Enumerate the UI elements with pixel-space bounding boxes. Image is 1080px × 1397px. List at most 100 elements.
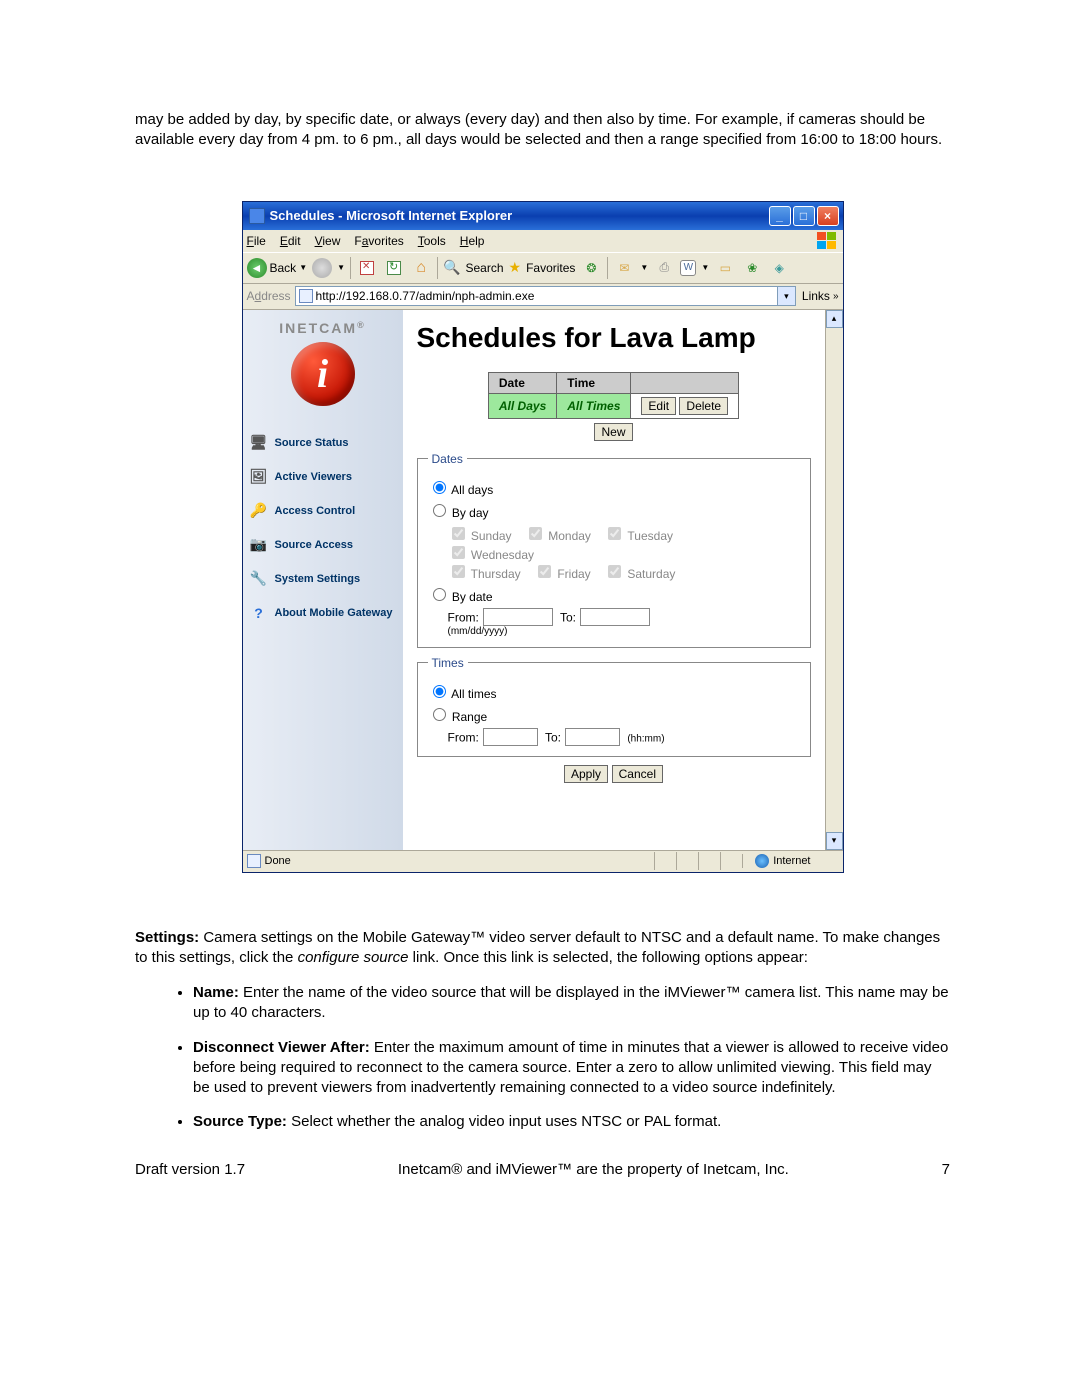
address-dropdown[interactable]: ▾ xyxy=(778,286,796,306)
messenger-button[interactable]: ❀ xyxy=(741,257,763,279)
date-to-input[interactable] xyxy=(580,608,650,626)
check-sunday[interactable]: Sunday xyxy=(448,529,512,543)
monitor-icon: 🖥 xyxy=(249,434,269,452)
scroll-up[interactable]: ▴ xyxy=(826,310,843,328)
page-footer: Draft version 1.7 Inetcam® and iMViewer™… xyxy=(135,1161,950,1178)
print-button[interactable]: ⎙ xyxy=(653,257,675,279)
footer-page-number: 7 xyxy=(942,1161,950,1178)
date-from-input[interactable] xyxy=(483,608,553,626)
radio-by-day[interactable]: By day xyxy=(428,506,489,520)
scroll-down[interactable]: ▾ xyxy=(826,832,843,850)
dates-legend: Dates xyxy=(428,452,467,466)
ie-window: Schedules - Microsoft Internet Explorer … xyxy=(242,201,844,873)
windows-logo-icon xyxy=(817,232,839,250)
favorites-button[interactable]: Favorites xyxy=(526,261,575,275)
maximize-button[interactable]: □ xyxy=(793,206,815,226)
sidebar-item-system-settings[interactable]: 🔧System Settings xyxy=(249,570,397,588)
check-saturday[interactable]: Saturday xyxy=(604,567,675,581)
ie-icon xyxy=(249,208,265,224)
sidebar-item-about[interactable]: ?About Mobile Gateway xyxy=(249,604,397,622)
research-button[interactable]: ◈ xyxy=(768,257,790,279)
menu-favorites[interactable]: Favorites xyxy=(354,234,403,248)
cell-time: All Times xyxy=(557,393,631,418)
time-from-input[interactable] xyxy=(483,728,538,746)
menu-view[interactable]: View xyxy=(315,234,341,248)
col-date: Date xyxy=(488,372,556,393)
radio-range[interactable]: Range xyxy=(428,710,488,724)
status-page-icon xyxy=(247,854,261,868)
viewers-icon: 🖼 xyxy=(249,468,269,486)
forward-dropdown[interactable]: ▼ xyxy=(337,263,345,272)
help-icon: ? xyxy=(249,604,269,622)
wrench-icon: 🔧 xyxy=(249,570,269,588)
zone-indicator: Internet xyxy=(742,854,822,868)
search-icon: 🔍 xyxy=(443,259,460,276)
menubar: File Edit View Favorites Tools Help xyxy=(243,230,843,252)
address-label: Address xyxy=(247,289,291,303)
check-monday[interactable]: Monday xyxy=(525,529,591,543)
camera-icon: 📷 xyxy=(249,536,269,554)
times-fieldset: Times All times Range From: To: (hh:mm) xyxy=(417,656,811,757)
apply-button[interactable]: Apply xyxy=(564,765,608,783)
check-wednesday[interactable]: Wednesday xyxy=(448,548,535,562)
address-input[interactable]: http://192.168.0.77/admin/nph-admin.exe xyxy=(295,286,778,306)
footer-version: Draft version 1.7 xyxy=(135,1161,245,1178)
menu-file[interactable]: File xyxy=(247,234,266,248)
logo: INETCAM® i xyxy=(249,320,397,406)
bullet-disconnect: Disconnect Viewer After: Enter the maxim… xyxy=(193,1038,950,1099)
check-thursday[interactable]: Thursday xyxy=(448,567,521,581)
check-tuesday[interactable]: Tuesday xyxy=(604,529,673,543)
main-content: Schedules for Lava Lamp Date Time All Da… xyxy=(403,310,825,850)
cell-date: All Days xyxy=(488,393,556,418)
search-button[interactable]: Search xyxy=(465,261,503,275)
discuss-button[interactable]: ▭ xyxy=(714,257,736,279)
radio-by-date[interactable]: By date xyxy=(428,590,493,604)
sidebar-item-source-status[interactable]: 🖥Source Status xyxy=(249,434,397,452)
toolbar: ◄Back▼ ▼ ⌂ 🔍 Search ★ Favorites ❂ ✉▼ ⎙ W… xyxy=(243,252,843,284)
delete-button[interactable]: Delete xyxy=(679,397,728,415)
sidebar-item-source-access[interactable]: 📷Source Access xyxy=(249,536,397,554)
date-format-hint: (mm/dd/yyyy) xyxy=(448,626,800,637)
edit-button[interactable]: W xyxy=(680,260,696,276)
close-button[interactable]: × xyxy=(817,206,839,226)
new-button[interactable]: New xyxy=(594,423,632,441)
home-button[interactable]: ⌂ xyxy=(410,257,432,279)
dates-fieldset: Dates All days By day Sunday Monday Tues… xyxy=(417,452,811,648)
sidebar-item-access-control[interactable]: 🔑Access Control xyxy=(249,502,397,520)
radio-all-days[interactable]: All days xyxy=(428,483,494,497)
cancel-button[interactable]: Cancel xyxy=(612,765,663,783)
check-friday[interactable]: Friday xyxy=(534,567,591,581)
menu-tools[interactable]: Tools xyxy=(418,234,446,248)
mail-button[interactable]: ✉ xyxy=(613,257,635,279)
settings-paragraph: Settings: Camera settings on the Mobile … xyxy=(135,928,950,969)
schedule-table: Date Time All Days All Times Edit Delete… xyxy=(488,372,739,444)
menu-help[interactable]: Help xyxy=(460,234,485,248)
globe-icon xyxy=(755,854,769,868)
menu-edit[interactable]: Edit xyxy=(280,234,301,248)
page-icon xyxy=(299,289,313,303)
edit-button[interactable]: Edit xyxy=(641,397,676,415)
window-title: Schedules - Microsoft Internet Explorer xyxy=(270,208,769,223)
col-time: Time xyxy=(557,372,631,393)
page-title: Schedules for Lava Lamp xyxy=(417,322,811,354)
refresh-button[interactable] xyxy=(383,257,405,279)
address-bar: Address http://192.168.0.77/admin/nph-ad… xyxy=(243,284,843,310)
time-to-input[interactable] xyxy=(565,728,620,746)
back-button[interactable]: ◄Back▼ xyxy=(247,258,308,278)
radio-all-times[interactable]: All times xyxy=(428,687,497,701)
bullet-name: Name: Enter the name of the video source… xyxy=(193,983,950,1024)
vertical-scrollbar[interactable]: ▴ ▾ xyxy=(825,310,843,850)
stop-button[interactable] xyxy=(356,257,378,279)
media-button[interactable]: ❂ xyxy=(580,257,602,279)
footer-copyright: Inetcam® and iMViewer™ are the property … xyxy=(245,1161,942,1178)
day-checkboxes: Sunday Monday Tuesday Wednesday Thursday… xyxy=(448,524,800,581)
forward-button[interactable] xyxy=(312,258,332,278)
links-label[interactable]: Links xyxy=(802,289,830,303)
inetcam-logo-icon: i xyxy=(291,342,355,406)
times-legend: Times xyxy=(428,656,468,670)
minimize-button[interactable]: _ xyxy=(769,206,791,226)
statusbar: Done Internet xyxy=(243,850,843,872)
sidebar: INETCAM® i 🖥Source Status 🖼Active Viewer… xyxy=(243,310,403,850)
intro-paragraph: may be added by day, by specific date, o… xyxy=(135,110,950,151)
sidebar-item-active-viewers[interactable]: 🖼Active Viewers xyxy=(249,468,397,486)
